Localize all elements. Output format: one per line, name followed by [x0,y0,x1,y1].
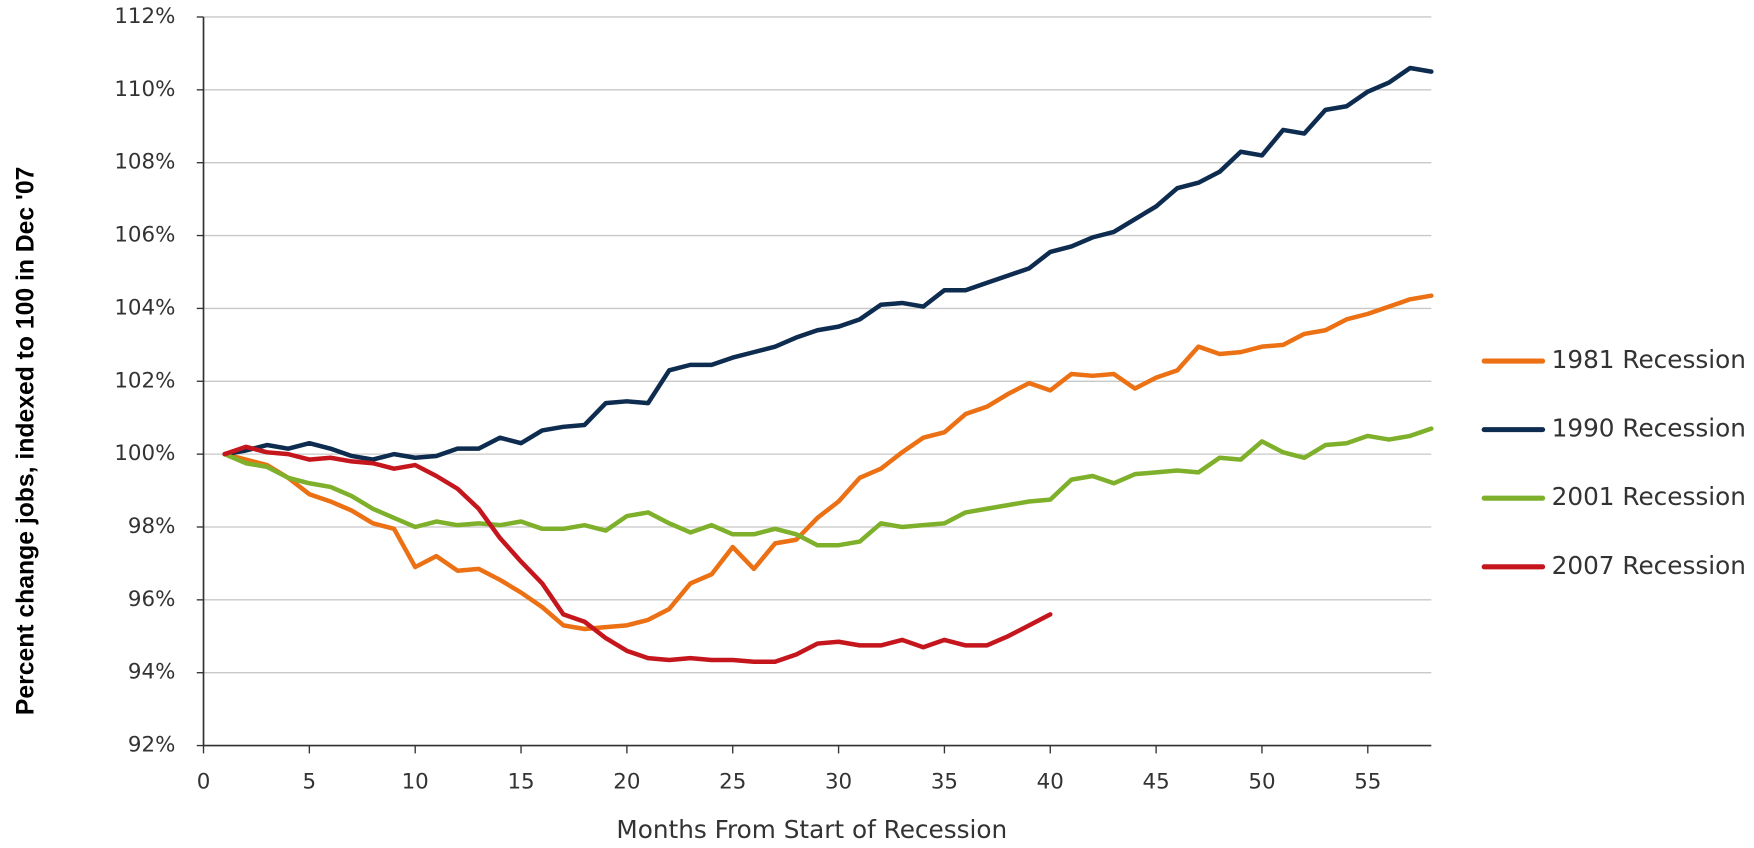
x-tick-label: 5 [303,769,317,794]
x-tick-label: 35 [931,769,958,794]
y-tick-label: 98% [128,514,175,539]
series-line [222,65,1434,462]
x-tick-label: 10 [402,769,429,794]
y-tick-label: 92% [128,733,175,758]
y-axis-title: Percent change jobs, indexed to 100 in D… [13,167,40,716]
x-axis-title: Months From Start of Recession [616,815,1007,844]
legend-label: 2007 Recession [1552,551,1746,580]
x-tick-label: 25 [719,769,746,794]
legend-label: 2001 Recession [1552,482,1746,511]
y-tick-label: 110% [114,77,175,102]
x-tick-label: 40 [1037,769,1064,794]
series-line [222,444,1053,665]
series-line [222,293,1434,632]
y-tick-label: 96% [128,587,175,612]
y-tick-label: 100% [114,441,175,466]
y-tick-label: 102% [114,368,175,393]
legend-label: 1981 Recession [1552,345,1746,374]
x-tick-label: 50 [1248,769,1275,794]
series-line [222,426,1434,548]
legend-label: 1990 Recession [1552,414,1746,443]
y-tick-label: 106% [114,223,175,248]
x-tick-label: 30 [825,769,852,794]
x-tick-label: 0 [197,769,211,794]
y-tick-label: 108% [114,150,175,175]
x-tick-label: 15 [507,769,534,794]
y-tick-label: 94% [128,660,175,685]
y-tick-label: 112% [114,4,175,29]
x-tick-label: 45 [1143,769,1170,794]
x-tick-label: 20 [613,769,640,794]
x-tick-label: 55 [1354,769,1381,794]
y-tick-label: 104% [114,295,175,320]
